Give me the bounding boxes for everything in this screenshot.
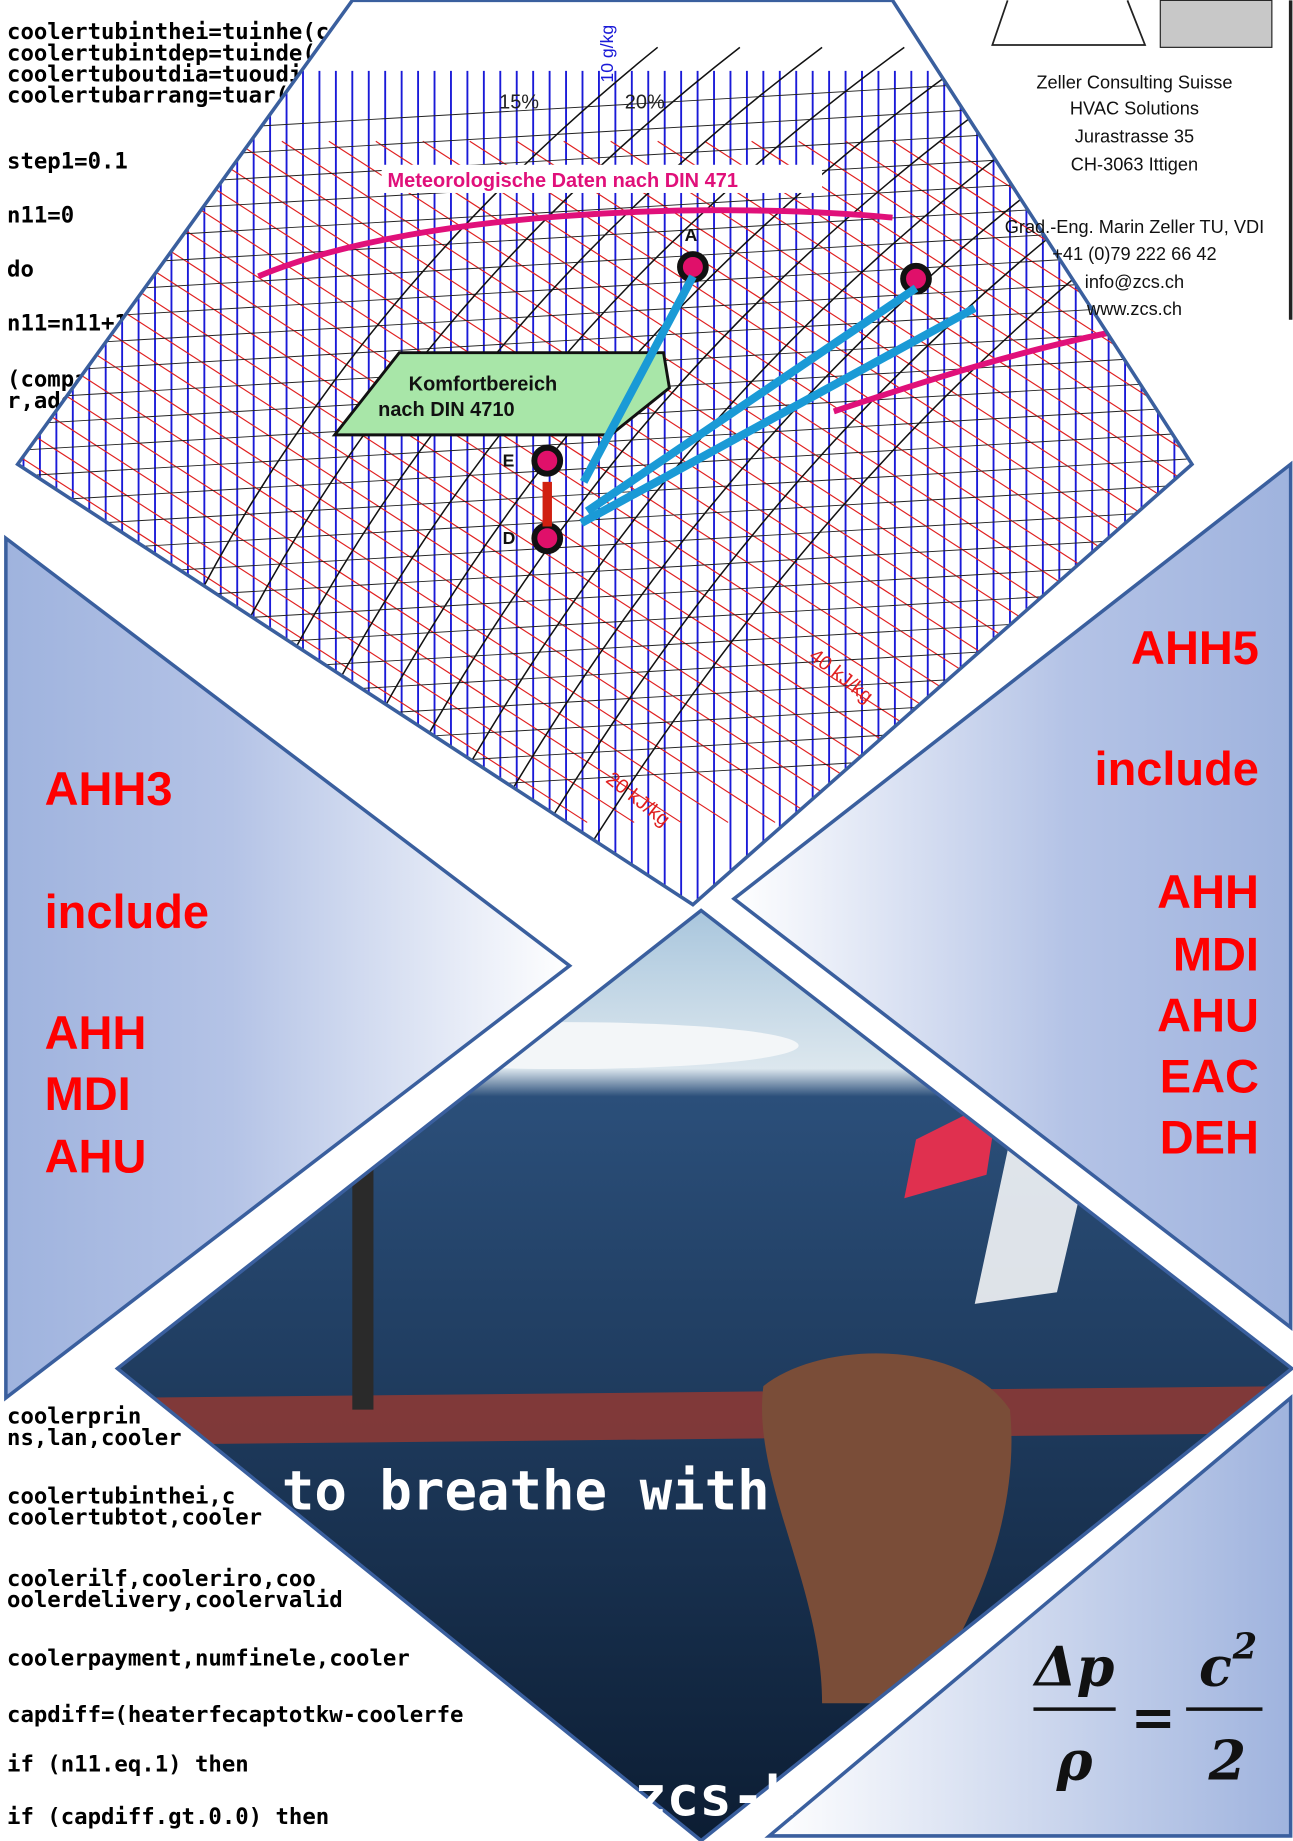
panel-text: AHH [45,1006,147,1059]
formula-part: c [1199,1635,1232,1699]
chart-line [17,251,1193,323]
logo [991,0,1293,320]
comfort-zone [331,351,671,437]
chart-line [422,140,1193,823]
chart-line [17,140,776,823]
chart-line [17,225,1193,297]
panel-text: AHH [1157,865,1259,918]
chart-line [17,140,823,823]
chart-line [17,140,588,823]
chart-line [17,483,1193,556]
chart-line [751,140,1193,823]
state-point [677,251,709,283]
labels: AHH3 include AHH MDI AHU AHH5 include AHH MDI AHU… [45,621,1263,1828]
left-panel [4,534,573,1402]
chart-label: E [503,451,515,471]
formula-panel [764,1394,1293,1838]
chart-label: 20% [625,91,665,113]
formula-part: = [1131,1685,1176,1749]
chart-line [845,140,1193,823]
panel-text: DEH [1160,1111,1259,1164]
process-arrow [580,274,697,484]
chart-line [17,509,1193,581]
contact-line: www.zcs.ch [1086,299,1182,319]
code-line: if (capdiff.gt.0.0) then [7,1804,329,1830]
contact-line: Zeller Consulting Suisse [1036,72,1232,92]
chart-line [17,199,1193,271]
process-arrow [584,284,919,515]
chart-line [17,140,729,823]
panel-text: MDI [1173,927,1259,980]
formula-part: 2 [1207,1729,1246,1793]
photo-caption: to breathe with [282,1459,770,1522]
saturation-curve [832,326,1128,415]
photo-caption: zcs-h [634,1765,797,1828]
code-line: n11=0 [7,202,74,228]
chart-label: Meteorologische Daten nach DIN 471 [388,170,738,192]
chart-label: 10 g/kg [597,25,617,83]
chart-line [563,140,1193,823]
code-line: oolerdelivery,coolervalid [7,1587,343,1613]
code-line: n11=n11+1 [7,310,128,336]
contact-line: Jurastrasse 35 [1075,126,1194,146]
chart-line [469,140,1193,823]
panel-text: AHH3 [45,762,173,815]
formula-part: Δp [1032,1635,1115,1699]
code-line: ns,lan,cooler [7,1425,182,1451]
chart-line [798,140,1193,823]
contact-line: HVAC Solutions [1070,98,1199,118]
contact-block: Zeller Consulting Suisse HVAC Solutions Ju… [1005,72,1264,319]
panel-text: MDI [45,1067,131,1120]
contact-line: CH-3063 Ittigen [1071,155,1198,175]
panel-text: EAC [1160,1050,1259,1103]
panel-text: AHH5 [1131,621,1259,674]
code-line: do [7,256,34,282]
panel-text: AHU [1157,988,1259,1041]
chart-line [17,140,1058,823]
saturation-curve [257,207,893,280]
panel-text: include [45,885,209,938]
panel-text: AHU [45,1129,147,1182]
contact-line: Grad.-Eng. Marin Zeller TU, VDI [1005,217,1264,237]
process-arrow [579,304,977,527]
chart-label: A [685,225,698,245]
code-line: step1=0.1 [7,148,128,174]
contact-line: info@zcs.ch [1085,272,1184,292]
chart-label: Komfortbereich [409,373,558,395]
state-point [531,522,564,555]
code-line: coolerilf,cooleriro,coo [7,1566,316,1592]
formula-part: ρ [1056,1729,1094,1793]
chart-line [17,140,870,823]
right-panel [731,460,1293,1332]
code-line: coolerpayment,numfinele,cooler [7,1646,410,1672]
chart-line [17,302,1193,375]
formula-part: 2 [1232,1627,1258,1668]
state-point [900,262,932,295]
code-line: coolerprin [7,1404,141,1430]
panel-text: include [1095,742,1259,795]
title-bg [381,164,823,193]
chart-frame [15,0,1195,907]
chart-line [17,140,682,823]
chart-line [610,140,1193,823]
code-line: coolertubinthei,c [7,1484,235,1510]
chart-line [17,173,1193,246]
code-line: coolertubtot,cooler [7,1505,262,1531]
chart-label: nach DIN 4710 [378,399,514,421]
chart-line [17,432,1193,504]
contact-line: +41 (0)79 222 66 42 [1052,244,1216,264]
code-line: capdiff=(heaterfecaptotkw-coolerfe [7,1702,463,1728]
chart-line [17,406,1193,478]
chart-label: D [503,528,516,548]
chart-line [17,457,1193,530]
state-point [531,444,564,477]
chart-line [375,140,1193,823]
chart-line [328,140,1193,823]
code-line: if (n11.eq.1) then [7,1751,249,1777]
chart-line [17,277,1193,349]
chart-label: 15% [499,91,539,113]
chart-curve [545,46,1193,905]
